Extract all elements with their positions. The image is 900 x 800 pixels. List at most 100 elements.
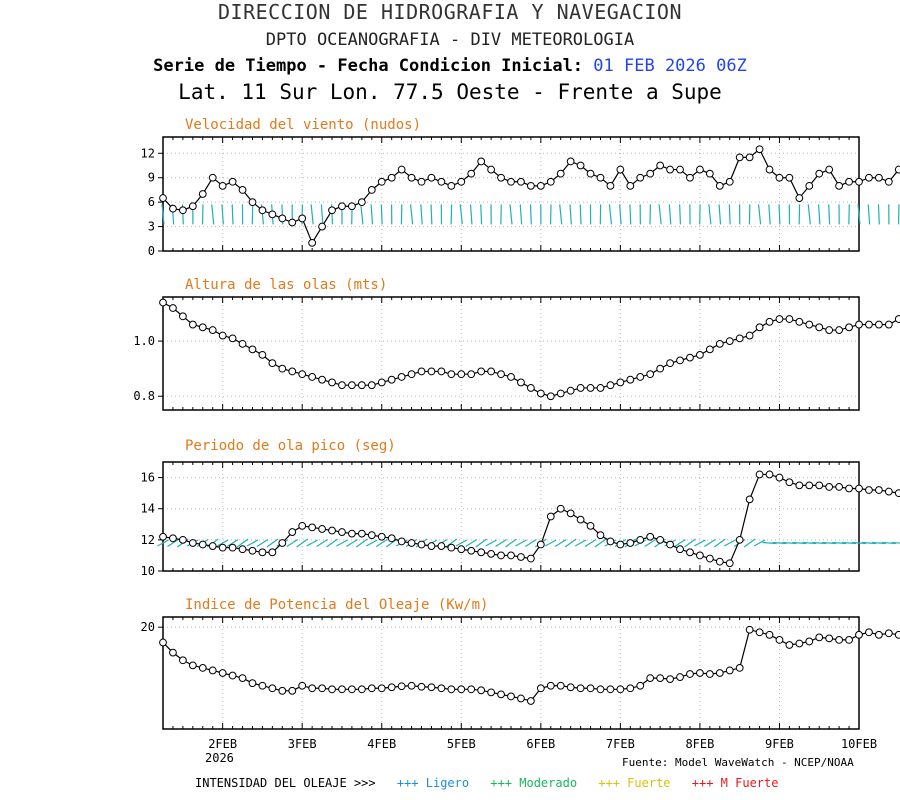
direction-arrow [851, 541, 867, 545]
data-point [735, 535, 744, 544]
direction-arrow [871, 541, 886, 545]
data-point [437, 684, 446, 693]
data-point [298, 681, 307, 690]
direction-arrow [674, 538, 686, 547]
data-point [636, 373, 645, 381]
data-point [278, 539, 287, 547]
data-point [815, 481, 824, 490]
data-point [884, 629, 893, 638]
data-point [477, 686, 486, 695]
data-point [348, 202, 356, 211]
data-point [785, 478, 794, 487]
data-point [188, 202, 197, 211]
data-point [427, 542, 436, 550]
panel-title-3: Indice de Potencia del Oleaje (Kw/m) [185, 597, 488, 613]
data-point [487, 165, 496, 174]
direction-arrow [704, 538, 716, 547]
direction-arrow [822, 541, 837, 545]
data-point [169, 204, 177, 213]
data-point [656, 161, 665, 170]
data-point [238, 339, 247, 348]
data-point [526, 697, 535, 705]
direction-arrow [594, 538, 607, 548]
data-point [288, 367, 297, 376]
direction-arrow [455, 539, 468, 547]
x-tick-label: 7FEB [606, 737, 635, 751]
data-point [884, 177, 893, 186]
data-point [357, 685, 366, 694]
direction-arrow [519, 204, 523, 225]
direction-arrow [778, 204, 781, 225]
direction-arrow [356, 538, 368, 548]
data-point [865, 320, 873, 329]
data-point [288, 528, 297, 536]
data-point [815, 169, 824, 178]
data-point [616, 540, 625, 549]
data-point [536, 540, 545, 549]
data-point [805, 481, 814, 490]
data-point [676, 673, 684, 681]
x-tick-label: 3FEB [288, 737, 317, 751]
data-point [536, 684, 545, 693]
direction-arrow [728, 204, 731, 225]
y-tick-label: 9 [148, 171, 155, 185]
y-tick-label: 0.8 [133, 389, 155, 403]
data-point [825, 483, 834, 491]
data-point [874, 630, 883, 639]
data-point [785, 315, 794, 323]
direction-arrow [320, 204, 324, 225]
data-point [855, 177, 863, 186]
direction-arrow [157, 539, 169, 547]
data-point [169, 304, 177, 312]
data-point [894, 489, 900, 498]
data-point [606, 685, 615, 694]
direction-arrow [459, 204, 463, 225]
data-point [884, 487, 893, 496]
direction-arrow [554, 538, 567, 547]
direction-arrow [430, 204, 433, 225]
data-point [576, 384, 585, 392]
data-point [616, 165, 625, 174]
data-point [467, 685, 476, 694]
data-point [367, 186, 376, 194]
data-point [497, 551, 505, 560]
direction-arrow [891, 541, 900, 544]
direction-arrow [236, 538, 249, 548]
data-point [646, 370, 655, 379]
data-point [497, 370, 505, 379]
data-point [795, 639, 804, 648]
direction-arrow [772, 541, 787, 545]
data-point [656, 364, 665, 373]
data-point [427, 683, 436, 692]
data-point [178, 656, 187, 665]
data-point [775, 636, 784, 644]
data-point [576, 515, 585, 524]
data-point [855, 484, 863, 493]
data-point [606, 181, 615, 190]
data-point [696, 551, 704, 560]
direction-arrow [167, 538, 179, 547]
data-point [288, 686, 297, 695]
data-point [566, 386, 575, 395]
data-point [705, 169, 714, 178]
data-point [556, 169, 565, 178]
data-point [536, 181, 545, 190]
direction-arrow [380, 204, 383, 225]
data-point [447, 543, 456, 552]
data-point [616, 685, 625, 694]
data-point [696, 669, 704, 677]
data-point [894, 165, 900, 174]
data-point [755, 628, 764, 637]
direction-arrow [306, 539, 318, 547]
data-point [795, 481, 804, 490]
data-point [457, 685, 466, 694]
data-point [178, 535, 187, 544]
data-point [765, 165, 774, 174]
data-point [586, 521, 595, 530]
data-point [676, 545, 684, 554]
data-point [457, 177, 466, 186]
data-point [835, 181, 844, 190]
data-point [696, 165, 704, 174]
data-point [248, 345, 257, 354]
direction-arrow [529, 204, 532, 225]
